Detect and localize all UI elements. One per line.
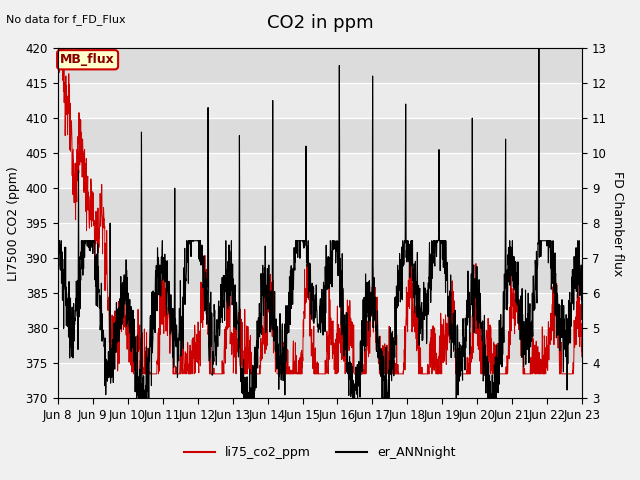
Y-axis label: LI7500 CO2 (ppm): LI7500 CO2 (ppm)	[7, 166, 20, 281]
Bar	[58, 223, 582, 258]
Text: CO2 in ppm: CO2 in ppm	[267, 14, 373, 33]
Text: No data for f_FD_Flux: No data for f_FD_Flux	[6, 14, 126, 25]
Y-axis label: FD Chamber flux: FD Chamber flux	[611, 170, 624, 276]
Bar	[58, 118, 582, 153]
Legend: li75_co2_ppm, er_ANNnight: li75_co2_ppm, er_ANNnight	[179, 441, 461, 464]
Bar	[58, 188, 582, 223]
Bar	[58, 83, 582, 118]
Text: MB_flux: MB_flux	[60, 53, 115, 66]
Bar	[58, 293, 582, 328]
Bar	[58, 328, 582, 363]
Bar	[58, 153, 582, 188]
Bar	[58, 363, 582, 398]
Bar	[58, 48, 582, 83]
Bar	[58, 258, 582, 293]
